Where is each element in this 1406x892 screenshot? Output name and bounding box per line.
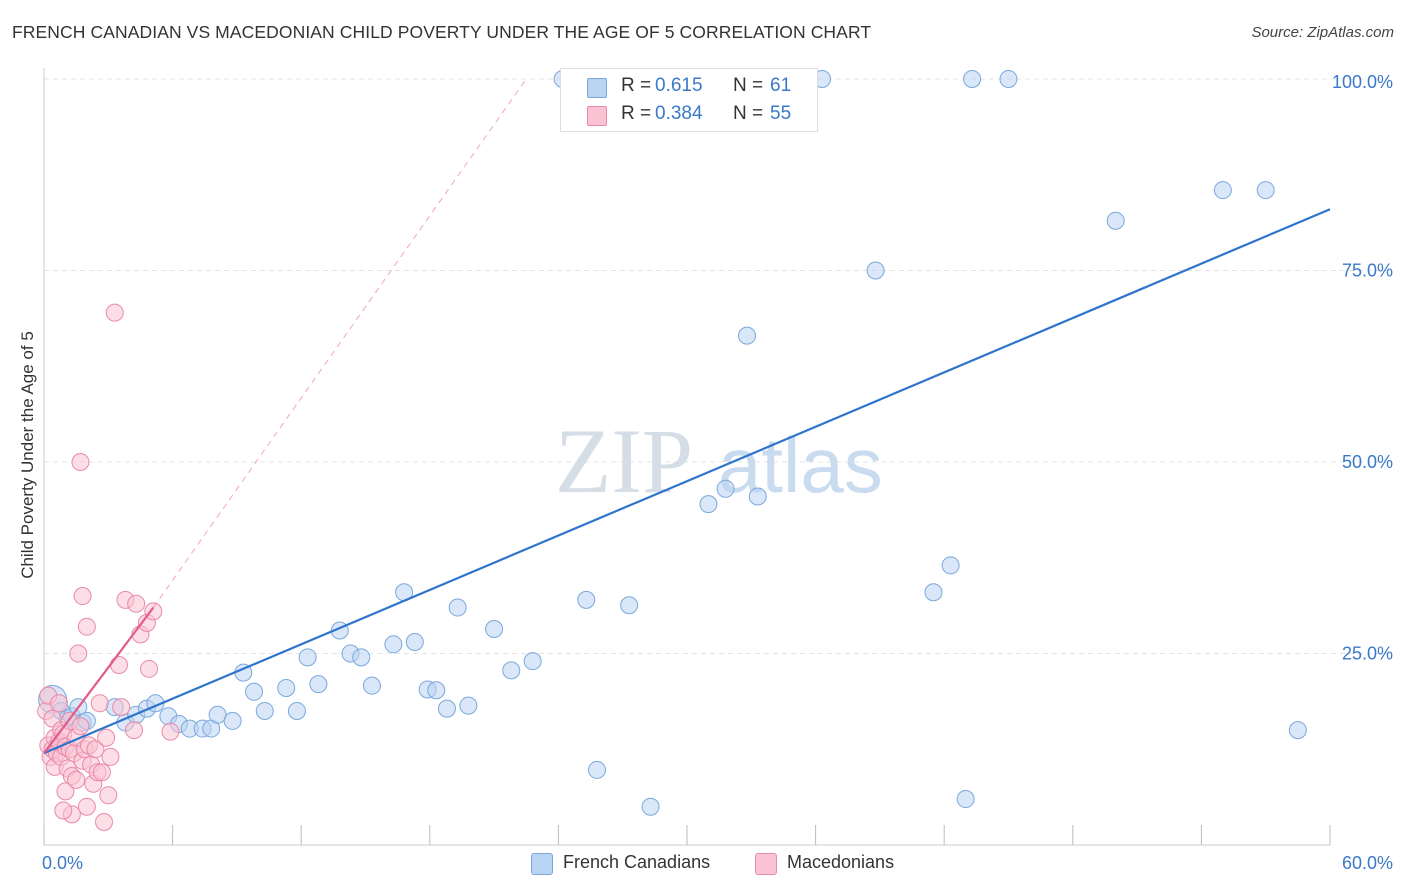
- watermark: ZIP atlas: [555, 410, 883, 512]
- french-canadian-point: [309, 675, 328, 694]
- n-value: 61: [770, 75, 792, 96]
- macedonian-point: [110, 655, 129, 674]
- french-canadian-point: [502, 661, 521, 680]
- french-canadian-point: [924, 583, 943, 602]
- french-canadian-point: [362, 676, 381, 695]
- french-canadian-point: [866, 261, 885, 280]
- y-tick-label: 100.0%: [1332, 72, 1393, 92]
- pink-swatch: [587, 106, 607, 126]
- macedonian-point: [95, 813, 114, 832]
- n-value: 55: [770, 103, 792, 124]
- macedonian-point: [112, 698, 131, 717]
- macedonian-point: [71, 717, 90, 736]
- french-canadian-point: [255, 701, 274, 720]
- n-label: N =: [733, 75, 764, 96]
- french-canadian-point: [620, 596, 639, 615]
- french-canadian-point: [287, 701, 306, 720]
- r-label: R =: [621, 75, 652, 96]
- macedonian-point: [125, 721, 144, 740]
- french-canadian-point: [999, 70, 1018, 88]
- n-label: N =: [733, 103, 764, 124]
- french-canadian-point: [427, 681, 446, 700]
- watermark-atlas: atlas: [718, 421, 883, 509]
- french-canadian-point: [405, 633, 424, 652]
- french-canadian-point: [384, 635, 403, 654]
- macedonian-point: [105, 303, 124, 322]
- macedonian-point: [99, 786, 118, 805]
- french-canadian-point: [437, 699, 456, 718]
- french-canadian-point: [587, 760, 606, 779]
- macedonian-point: [77, 797, 96, 816]
- french-canadian-point: [1213, 181, 1232, 200]
- french-canadian-point: [523, 652, 542, 671]
- legend-label: French Canadians: [563, 852, 711, 872]
- blue-swatch: [587, 78, 607, 98]
- french-canadian-point: [448, 598, 467, 617]
- french-canadian-point: [963, 70, 982, 88]
- r-label: R =: [621, 103, 652, 124]
- french-canadian-point: [941, 556, 960, 575]
- french-canadian-point: [485, 619, 504, 638]
- x-tick-label: 0.0%: [42, 853, 83, 873]
- r-value: 0.384: [655, 103, 703, 124]
- french-canadian-point: [748, 487, 767, 506]
- macedonian-point: [69, 644, 88, 663]
- macedonian-point: [90, 694, 109, 713]
- macedonian-point: [127, 594, 146, 613]
- french-canadian-point: [956, 790, 975, 809]
- macedonian-point: [97, 728, 116, 747]
- french-canadian-point: [716, 479, 735, 498]
- french-canadian-point: [298, 648, 317, 667]
- macedonian-point: [86, 740, 105, 759]
- macedonian-point: [67, 770, 86, 789]
- y-tick-label: 25.0%: [1342, 644, 1393, 664]
- label-layer: 25.0% 50.0% 75.0% 100.0% 0.0% 60.0% Child Pove…: [18, 72, 1393, 873]
- axis-layer: [43, 68, 1331, 846]
- french-canadian-point: [699, 495, 718, 514]
- correlation-legend: R = 0.615 N = 61 R = 0.384 N = 55: [560, 68, 818, 132]
- macedonian-point: [140, 659, 159, 678]
- french-canadian-point: [1288, 721, 1307, 740]
- chart-title: FRENCH CANADIAN VS MACEDONIAN CHILD POVE…: [12, 22, 872, 42]
- pink-swatch: [755, 853, 777, 875]
- french-canadian-point: [738, 326, 757, 345]
- y-tick-label: 75.0%: [1342, 261, 1393, 281]
- macedonian-point: [73, 587, 92, 606]
- french-canadian-point: [1106, 211, 1125, 230]
- french-canadian-point: [352, 648, 371, 667]
- grid-layer: [44, 78, 1392, 654]
- source-label: Source: ZipAtlas.com: [1251, 24, 1394, 41]
- blue-swatch: [531, 853, 553, 875]
- macedonian-point: [92, 763, 111, 782]
- macedonian-point: [71, 453, 90, 471]
- r-value: 0.615: [655, 75, 703, 96]
- watermark-zip: ZIP: [555, 410, 693, 512]
- french-canadian-point: [577, 590, 596, 609]
- macedonian-point: [77, 617, 96, 636]
- x-tick-label: 60.0%: [1342, 853, 1393, 873]
- french-canadian-point: [459, 696, 478, 715]
- y-axis-title: Child Poverty Under the Age of 5: [18, 331, 37, 579]
- points-layer: [37, 70, 1307, 832]
- french-canadian-point: [245, 682, 264, 701]
- french-canadian-point: [208, 705, 227, 724]
- macedonian-point: [54, 801, 73, 820]
- trend-line-macedonians: [43, 606, 155, 754]
- trend-line-french-canadians: [43, 208, 1331, 755]
- french-canadian-point: [223, 711, 242, 730]
- macedonian-point: [144, 602, 163, 621]
- french-canadian-point: [277, 678, 296, 697]
- macedonian-point: [101, 747, 120, 766]
- macedonian-point: [50, 694, 69, 713]
- french-canadian-point: [641, 797, 660, 816]
- y-tick-label: 50.0%: [1342, 452, 1393, 472]
- french-canadian-point: [1256, 181, 1275, 200]
- legend-label: Macedonians: [787, 852, 895, 872]
- macedonian-point: [161, 722, 180, 741]
- trend-line-macedonians-extrapolated: [152, 78, 527, 608]
- trend-layer: [43, 78, 1331, 755]
- macedonian-point: [56, 782, 75, 801]
